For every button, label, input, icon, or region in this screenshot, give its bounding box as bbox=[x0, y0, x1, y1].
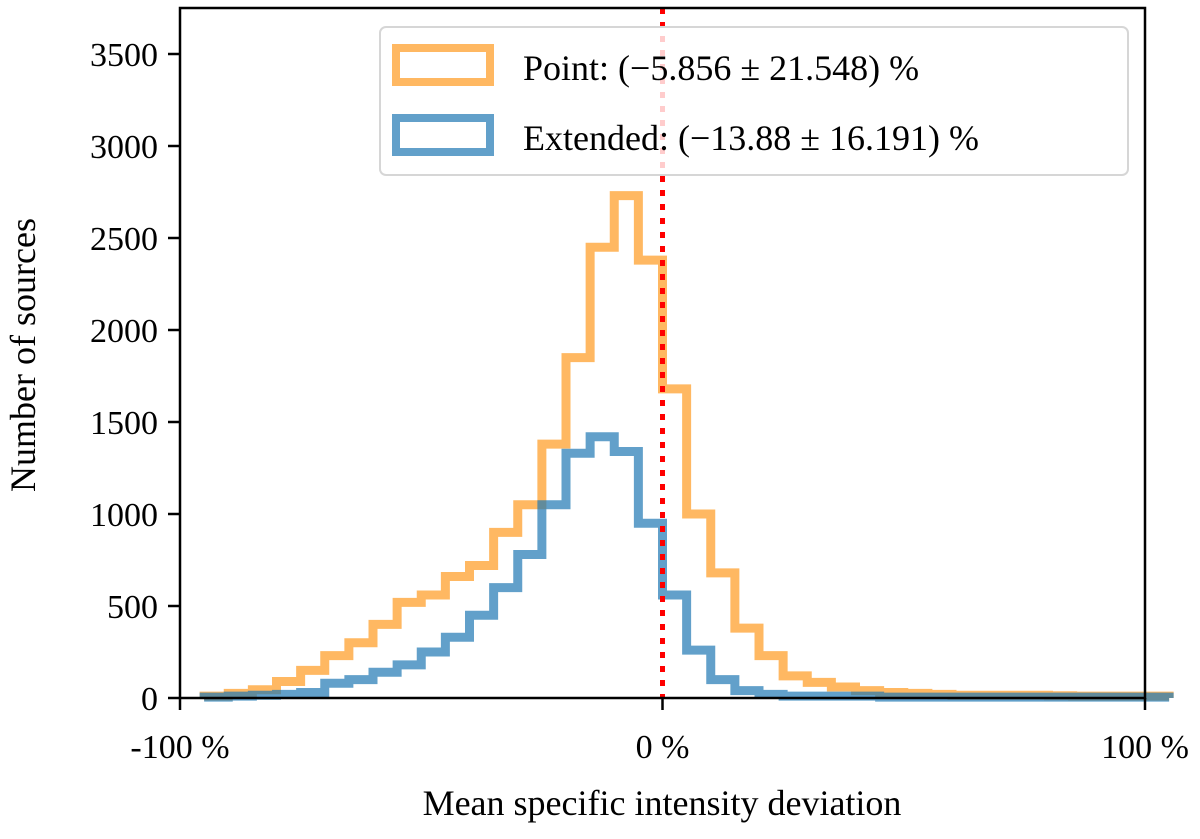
legend-swatch-extended bbox=[392, 114, 494, 156]
series-layer bbox=[199, 191, 1174, 702]
x-axis-ticks: -100 % 0 % 100 % bbox=[130, 698, 1189, 766]
x-tick-label: -100 % bbox=[130, 729, 229, 766]
y-axis-ticks: 0 500 1000 1500 2000 2500 3000 3500 bbox=[90, 37, 180, 718]
y-tick-label: 0 bbox=[141, 681, 158, 718]
y-tick-label: 1000 bbox=[90, 497, 158, 534]
x-tick-label: 100 % bbox=[1101, 729, 1189, 766]
legend-label-point: Point: (−5.856 ± 21.548) % bbox=[523, 48, 919, 88]
legend: Point: (−5.856 ± 21.548) % Extended: (−1… bbox=[379, 26, 1129, 176]
y-tick-label: 500 bbox=[107, 589, 158, 626]
y-tick-label: 3000 bbox=[90, 129, 158, 166]
legend-box bbox=[379, 26, 1129, 176]
y-tick-label: 3500 bbox=[90, 37, 158, 74]
y-tick-label: 1500 bbox=[90, 405, 158, 442]
y-axis-label: Number of sources bbox=[3, 218, 43, 492]
x-tick-label: 0 % bbox=[636, 729, 690, 766]
legend-swatch-point bbox=[392, 44, 494, 86]
x-axis-label: Mean specific intensity deviation bbox=[423, 783, 902, 823]
legend-label-extended: Extended: (−13.88 ± 16.191) % bbox=[523, 118, 979, 158]
y-tick-label: 2000 bbox=[90, 313, 158, 350]
y-tick-label: 2500 bbox=[90, 221, 158, 258]
